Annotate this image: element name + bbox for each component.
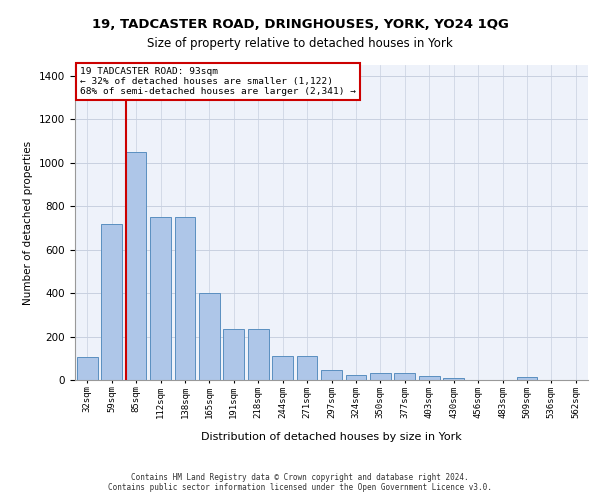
Bar: [248, 329, 269, 380]
Bar: [321, 370, 342, 380]
Bar: [223, 329, 244, 380]
X-axis label: Distribution of detached houses by size in York: Distribution of detached houses by size …: [201, 432, 462, 442]
Bar: [150, 217, 171, 380]
Y-axis label: Number of detached properties: Number of detached properties: [23, 140, 34, 304]
Bar: [125, 152, 146, 380]
Text: 19 TADCASTER ROAD: 93sqm
← 32% of detached houses are smaller (1,122)
68% of sem: 19 TADCASTER ROAD: 93sqm ← 32% of detach…: [80, 66, 356, 96]
Bar: [77, 357, 98, 380]
Bar: [394, 374, 415, 380]
Text: 19, TADCASTER ROAD, DRINGHOUSES, YORK, YO24 1QG: 19, TADCASTER ROAD, DRINGHOUSES, YORK, Y…: [92, 18, 508, 30]
Bar: [517, 376, 538, 380]
Bar: [443, 378, 464, 380]
Bar: [101, 224, 122, 380]
Bar: [272, 356, 293, 380]
Bar: [199, 293, 220, 380]
Text: Contains HM Land Registry data © Crown copyright and database right 2024.
Contai: Contains HM Land Registry data © Crown c…: [108, 473, 492, 492]
Bar: [370, 374, 391, 380]
Bar: [419, 376, 440, 380]
Text: Size of property relative to detached houses in York: Size of property relative to detached ho…: [147, 38, 453, 51]
Bar: [175, 217, 196, 380]
Bar: [296, 356, 317, 380]
Bar: [346, 374, 367, 380]
